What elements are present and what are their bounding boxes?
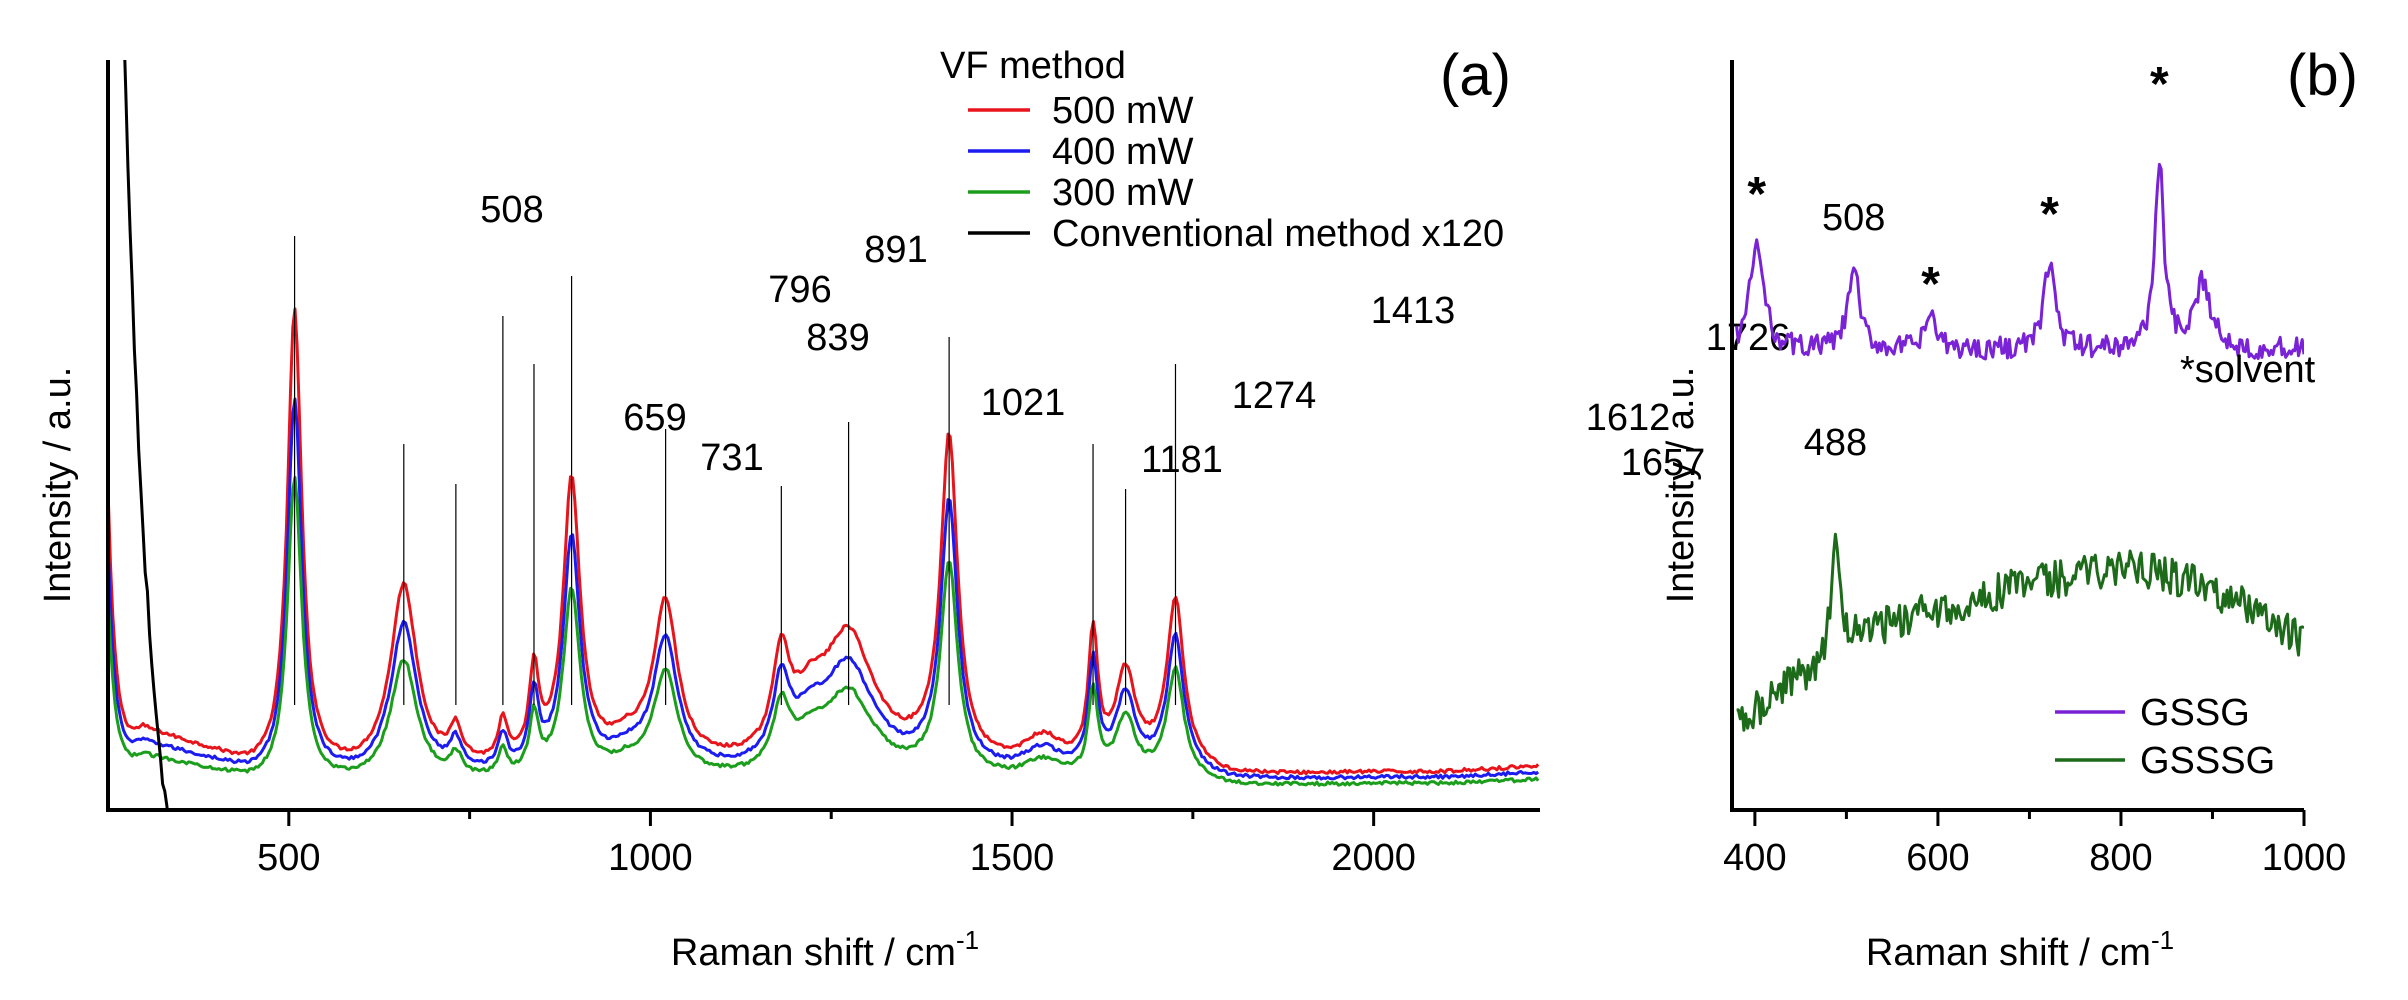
panel-b-x-tick-label-400: 400 [1723,837,1786,879]
peak-label-1021: 1021 [981,382,1066,424]
solvent-marker-842: * [2150,58,2169,111]
peak-label-891: 891 [864,229,927,271]
panel-b-x-tick-label-1000: 1000 [2262,837,2347,879]
solvent-marker-402: * [1747,168,1766,221]
panel-a-x-tick-label-1000: 1000 [608,837,693,879]
peak-label-659: 659 [623,397,686,439]
panel-b-x-tick-label-600: 600 [1906,837,1969,879]
legend-label-gsssg: GSSSG [2140,740,2275,782]
solvent-note: *solvent [2180,349,2316,391]
panel-b-x-title-main: Raman shift / cm [1866,932,2151,974]
raman-figure: 5086597317968398911021118112741413161216… [0,0,2408,1000]
peak-label-839: 839 [806,317,869,359]
peak-label-1612: 1612 [1586,397,1671,439]
panel-a-x-axis-title: Raman shift / cm-1 [671,925,979,974]
panel-a-x-tick-label-1500: 1500 [970,837,1055,879]
panel-a-y-axis-title: Intensity / a.u. [37,367,79,604]
series-line-gssg [1737,164,2304,359]
panel-b-x-tick-label-800: 800 [2089,837,2152,879]
panel-b-label: (b) [2287,43,2358,108]
panel-a-label: (a) [1440,43,1511,108]
legend-label-3: Conventional method x120 [1052,213,1504,255]
panel-a-traces [108,0,1538,1000]
solvent-marker-722: * [2040,188,2059,241]
series-line-400-mw [108,399,1538,779]
panel-a-axis-frame [108,60,1540,810]
legend-title: VF method [940,45,1126,87]
solvent-marker-592: * [1921,258,1940,311]
peak-label-1413: 1413 [1371,290,1456,332]
peak-label-796: 796 [768,269,831,311]
panel-a-x-tick-label-2000: 2000 [1331,837,1416,879]
peak-label-731: 731 [700,437,763,479]
series-line-conventional-method-x120 [108,0,1538,1000]
legend-label-1: 400 mW [1052,131,1194,173]
panel-b-annotations: * * * * 508 488 *solvent [1747,58,2315,464]
panel-a-x-title-main: Raman shift / cm [671,932,956,974]
peak-label-508: 508 [1822,197,1885,239]
legend-label-gssg: GSSG [2140,692,2250,734]
panel-a-x-title-superscript: -1 [956,925,979,955]
panel-a-x-tick-label-500: 500 [257,837,320,879]
peak-label-1181: 1181 [1141,439,1223,481]
peak-label-1274: 1274 [1232,375,1317,417]
panel-b-legend: GSSG GSSSG [2055,692,2275,782]
panel-a-chart: 5086597317968398911021118112741413161216… [37,0,1790,1000]
peak-label-508: 508 [480,189,543,231]
panel-b-x-axis-title: Raman shift / cm-1 [1866,925,2174,974]
legend-label-0: 500 mW [1052,90,1194,132]
series-line-500-mw [108,309,1538,774]
legend-label-2: 300 mW [1052,172,1194,214]
panel-b-y-axis-title: Intensity / a.u. [1660,367,1702,604]
panel-b-x-title-superscript: -1 [2151,925,2174,955]
peak-label-488: 488 [1804,422,1867,464]
